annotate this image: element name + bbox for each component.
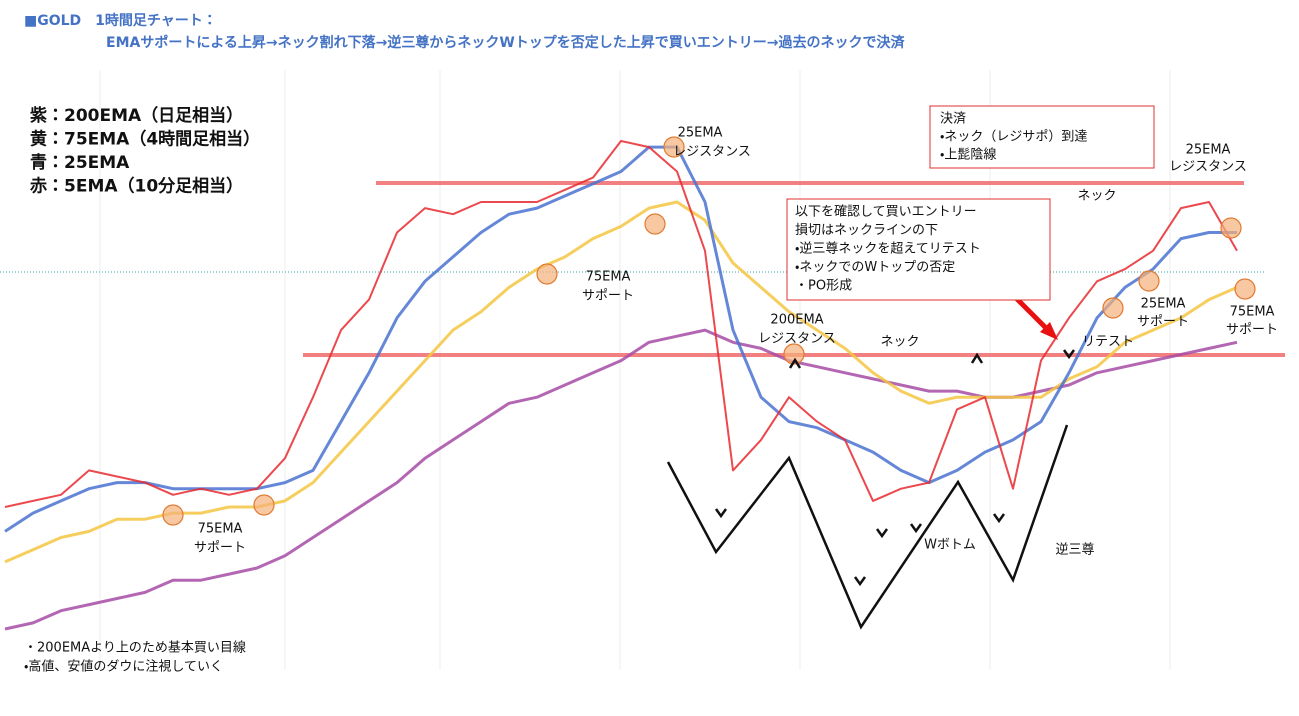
annotation: レジスタンス xyxy=(673,145,751,160)
annotation: サポート xyxy=(582,289,634,304)
legend-entry: 赤：5EMA（10分足相当） xyxy=(29,176,243,197)
inverse-head-shoulders xyxy=(666,424,1069,630)
exit-note: ・ネック（レジサポ）到達 xyxy=(940,130,1087,145)
annotation: サポート xyxy=(1137,315,1189,330)
annotation: 75EMA xyxy=(586,270,631,285)
note: ・200EMAより上のため基本買い目線 xyxy=(24,640,246,656)
series-line xyxy=(4,200,1238,564)
series-line xyxy=(4,328,1238,631)
annotation: 200EMA xyxy=(770,313,823,328)
series-line xyxy=(4,145,1237,533)
marker xyxy=(1138,270,1160,292)
high-marker xyxy=(970,352,984,364)
annotation: 75EMA xyxy=(1230,305,1275,320)
entry-box xyxy=(786,198,1051,301)
marker xyxy=(536,263,558,285)
exit-note: ・上髭陰線 xyxy=(940,147,996,163)
exit-box xyxy=(929,105,1155,169)
annotation: 25EMA xyxy=(678,126,723,141)
high-marker xyxy=(788,357,802,369)
annotation: Wボトム xyxy=(924,538,976,553)
chart-title: ■GOLD 1時間足チャート： xyxy=(24,12,217,29)
exit-note: 決済 xyxy=(940,112,966,127)
legend-entry: 青：25EMA xyxy=(30,152,130,173)
annotation: 25EMA xyxy=(1186,143,1231,158)
note: ・高値、安値のダウに注視していく xyxy=(24,659,223,675)
low-marker xyxy=(714,508,728,519)
low-marker xyxy=(875,528,889,539)
annotation: レジスタンス xyxy=(1169,160,1247,175)
low-marker xyxy=(992,513,1006,524)
annotation: サポート xyxy=(194,541,246,556)
entry-note: ・ネックでのWトップの否定 xyxy=(795,260,955,275)
low-marker xyxy=(853,576,867,587)
grid xyxy=(0,70,1265,670)
annotation: 逆三尊 xyxy=(1055,542,1094,558)
marker xyxy=(644,213,666,235)
chart-subtitle: EMAサポートによる上昇→ネック割れ下落→逆三尊からネックWトップを否定した上昇… xyxy=(106,34,906,51)
annotation: 25EMA xyxy=(1141,297,1186,312)
series-line xyxy=(4,140,1238,508)
annotation: サポート xyxy=(1226,323,1278,338)
legend-entry: 黄：75EMA（4時間足相当） xyxy=(30,129,260,150)
legend-entry: 紫：200EMA（日足相当） xyxy=(30,105,243,126)
annotation: レジスタンス xyxy=(758,332,836,347)
entry-note: 損切はネックラインの下 xyxy=(795,223,938,238)
marker xyxy=(783,343,805,365)
marker xyxy=(663,136,685,158)
annotation: ネック xyxy=(880,335,919,350)
low-marker xyxy=(909,523,923,534)
marker xyxy=(253,494,275,516)
low-marker xyxy=(1062,349,1076,360)
marker xyxy=(1234,278,1256,300)
annotation: 75EMA xyxy=(198,522,243,537)
arrow-head xyxy=(1040,322,1058,340)
entry-note: 以下を確認して買いエントリー xyxy=(795,204,977,220)
series-lines xyxy=(4,140,1238,631)
entry-note: ・PO形成 xyxy=(795,279,852,294)
marker xyxy=(1220,217,1242,239)
annotation: ネック xyxy=(1077,189,1116,204)
annotation: リテスト xyxy=(1082,335,1134,350)
pattern-shapes xyxy=(666,284,1076,630)
marker xyxy=(1102,297,1124,319)
touch-markers xyxy=(162,136,1256,526)
entry-note: ・逆三尊ネックを超えてリテスト xyxy=(795,241,981,257)
marker xyxy=(162,504,184,526)
